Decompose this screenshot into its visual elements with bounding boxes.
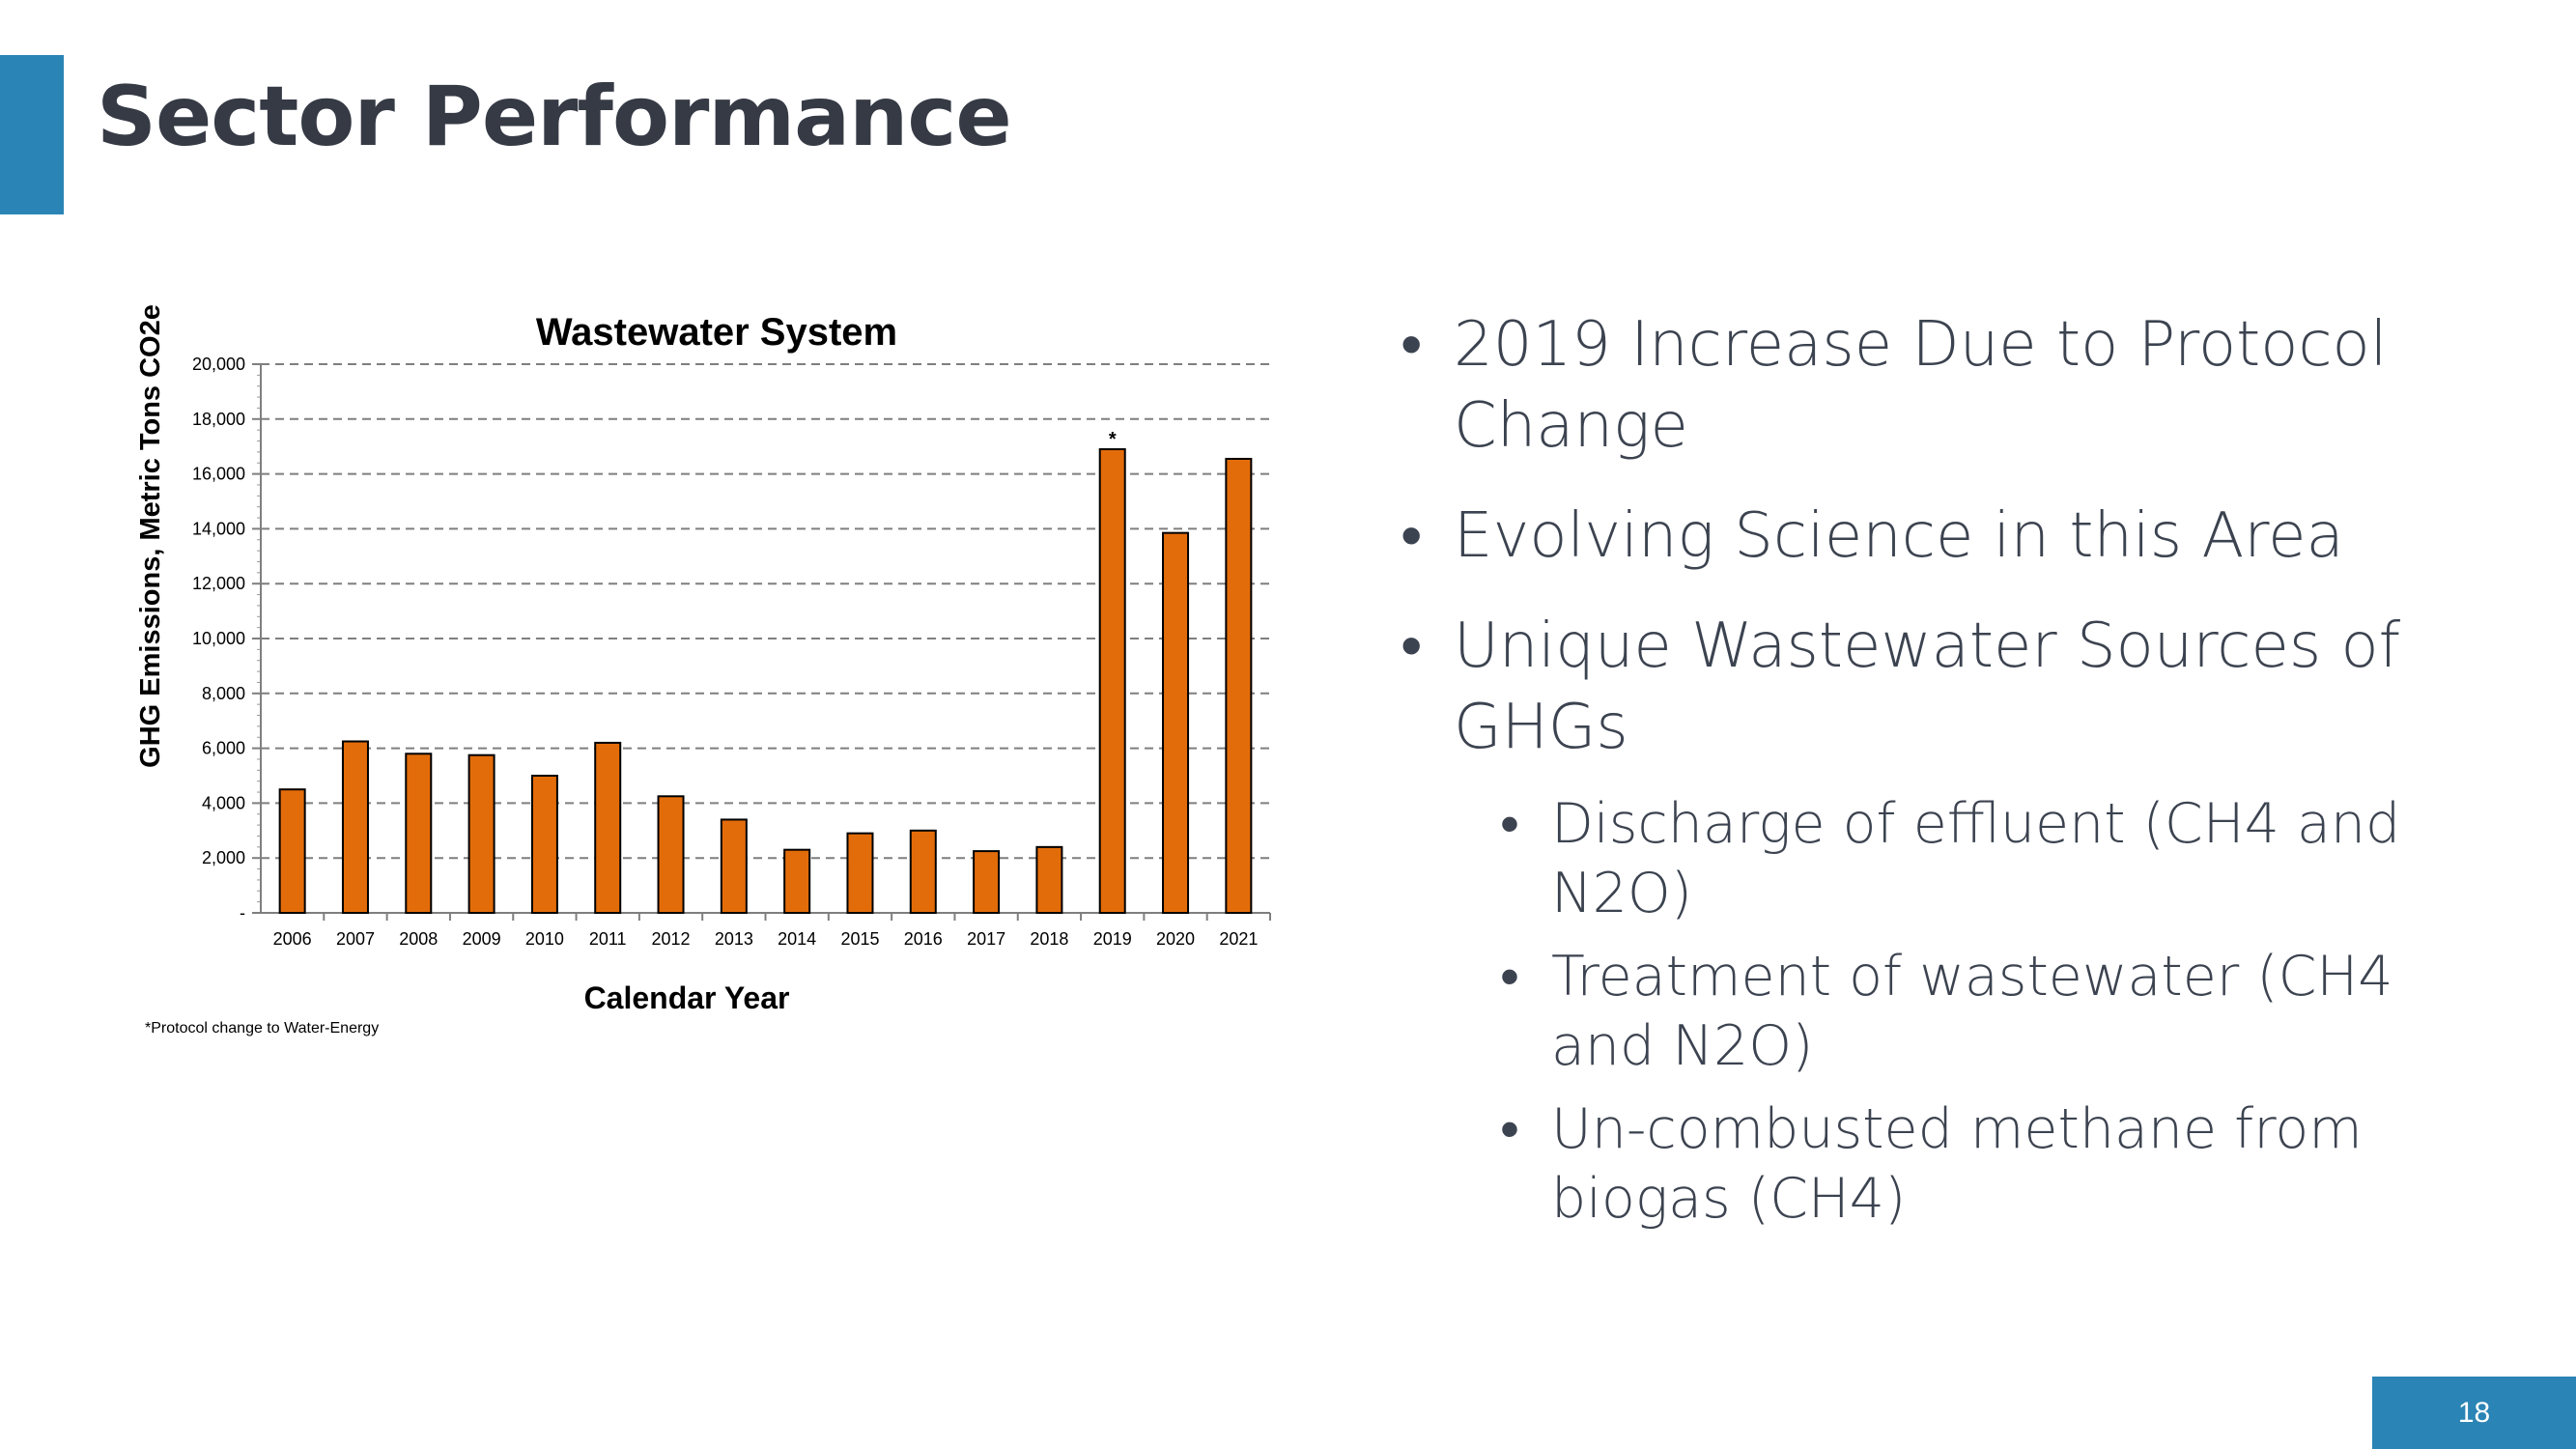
y-tick-label: 14,000	[192, 519, 245, 538]
chart-bar	[1162, 531, 1190, 914]
chart-bar	[720, 818, 748, 914]
chart-bar	[405, 753, 433, 914]
x-tick-label: 2014	[778, 929, 816, 949]
chart-y-axis-label: GHG Emissions, Metric Tons CO2e	[135, 304, 166, 768]
chart-bar	[909, 829, 937, 914]
chart-annotation: *	[1109, 429, 1117, 450]
x-tick-label: 2020	[1156, 929, 1195, 949]
y-tick-label: 16,000	[192, 465, 245, 484]
y-tick-label: 8,000	[202, 684, 245, 703]
chart-bars: *	[278, 429, 1253, 915]
chart-bar	[657, 795, 685, 914]
x-tick-label: 2009	[463, 929, 501, 949]
y-tick-label: 10,000	[192, 629, 245, 648]
page-number-box: 18	[2372, 1377, 2576, 1449]
chart-x-axis-label: Calendar Year	[584, 980, 790, 1015]
x-tick-label: 2018	[1030, 929, 1068, 949]
x-tick-label: 2016	[904, 929, 943, 949]
bullet-item-evolving-science: Evolving Science in this Area	[1401, 496, 2482, 577]
x-tick-label: 2012	[652, 929, 691, 949]
x-tick-label: 2010	[525, 929, 564, 949]
chart-bar	[594, 741, 622, 915]
chart-bar	[530, 775, 558, 914]
chart-bar	[973, 850, 1001, 914]
x-tick-label: 2013	[715, 929, 753, 949]
chart-bar	[1225, 457, 1253, 914]
bullet-item-wastewater-sources: Unique Wastewater Sources of GHGs Discha…	[1401, 606, 2482, 1234]
bullet-item-protocol-change: 2019 Increase Due to Protocol Change	[1401, 304, 2482, 467]
sub-bullet-item-effluent: Discharge of effluent (CH4 and N2O)	[1500, 789, 2482, 928]
y-tick-label: 6,000	[202, 739, 245, 758]
chart-bar	[846, 832, 874, 915]
bullet-item-label: Unique Wastewater Sources of GHGs	[1454, 611, 2401, 763]
chart-bar	[467, 753, 495, 915]
sub-bullet-item-biogas: Un-combusted methane from biogas (CH4)	[1500, 1094, 2482, 1234]
page-number: 18	[2457, 1396, 2491, 1429]
y-tick-label: 20,000	[192, 355, 245, 374]
chart-bar	[278, 788, 306, 915]
x-tick-label: 2008	[399, 929, 438, 949]
chart-bar	[1098, 448, 1126, 914]
y-tick-label: -	[240, 903, 245, 923]
x-tick-label: 2007	[336, 929, 375, 949]
x-tick-label: 2011	[589, 929, 627, 949]
y-tick-label: 18,000	[192, 410, 245, 429]
x-tick-label: 2015	[840, 929, 879, 949]
chart-bar	[341, 740, 369, 914]
chart-bar	[783, 848, 811, 914]
x-tick-label: 2021	[1219, 929, 1258, 949]
chart-title: Wastewater System	[536, 311, 897, 354]
y-tick-label: 4,000	[202, 793, 245, 812]
bullet-list: 2019 Increase Due to Protocol Change Evo…	[1401, 304, 2482, 1263]
wastewater-bar-chart: Wastewater System GHG Emissions, Metric …	[135, 304, 1271, 1037]
x-tick-label: 2006	[273, 929, 312, 949]
sub-bullet-list: Discharge of effluent (CH4 and N2O) Trea…	[1500, 789, 2482, 1234]
chart-bar	[1035, 845, 1063, 915]
title-accent-bar	[0, 55, 64, 214]
y-tick-label: 2,000	[202, 848, 245, 867]
page-title: Sector Performance	[97, 69, 1012, 165]
x-tick-label: 2017	[967, 929, 1005, 949]
chart-footnote: *Protocol change to Water-Energy	[145, 1020, 379, 1037]
sub-bullet-item-treatment: Treatment of wastewater (CH4 and N2O)	[1500, 942, 2482, 1081]
x-tick-label: 2019	[1093, 929, 1132, 949]
y-tick-label: 12,000	[192, 574, 245, 593]
